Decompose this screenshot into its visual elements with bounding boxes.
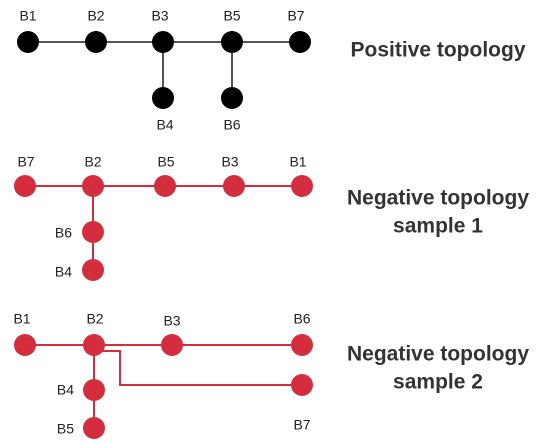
node-b7 [289,31,311,53]
panel-title-line-2: sample 2 [393,371,483,394]
node-label-b1: B1 [289,154,306,170]
node-label-b4: B4 [156,117,173,133]
node-label-b7: B7 [287,8,304,24]
node-b6 [82,221,104,243]
negative-topology-sample-2-panel: B1 B2 B3 B6 B7 B4 B5 Negative topology sample 2 [13,311,529,439]
node-b6 [291,334,313,356]
panel-title-line-1: Negative topology [347,187,529,210]
node-b2 [83,334,105,356]
node-label-b1: B1 [19,8,36,24]
node-b3 [223,175,245,197]
node-b2 [82,175,104,197]
node-label-b2: B2 [87,8,104,24]
node-label-b4: B4 [57,382,74,398]
node-b1 [291,175,313,197]
node-label-b3: B3 [163,313,180,329]
negative-topology-sample-1-panel: B7 B2 B5 B3 B1 B6 B4 Negative topology sample 1 [14,154,529,281]
node-label-b6: B6 [223,117,240,133]
node-b1 [14,334,36,356]
node-b4 [83,379,105,401]
panel-title-line-2: sample 1 [393,215,483,238]
node-b3 [161,334,183,356]
node-b3 [152,31,174,53]
node-label-b4: B4 [55,264,72,280]
panel-title-line-1: Negative topology [347,343,529,366]
node-b5 [83,417,105,439]
node-label-b7: B7 [293,417,310,433]
node-b4 [82,259,104,281]
node-label-b5: B5 [57,421,74,437]
node-label-b6: B6 [55,225,72,241]
node-b5 [221,31,243,53]
node-label-b1: B1 [13,311,30,327]
panel-title-line-1: Positive topology [350,39,525,62]
node-label-b3: B3 [151,8,168,24]
node-b2 [85,31,107,53]
node-label-b6: B6 [293,311,310,327]
node-b1 [17,31,39,53]
node-label-b7: B7 [17,154,34,170]
node-label-b5: B5 [223,8,240,24]
node-label-b2: B2 [86,311,103,327]
positive-topology-panel: B1 B2 B3 B5 B7 B4 B6 Positive topology [17,8,526,133]
node-b7 [14,175,36,197]
node-label-b5: B5 [157,154,174,170]
node-b6 [221,87,243,109]
node-label-b3: B3 [221,154,238,170]
node-b4 [152,87,174,109]
node-label-b2: B2 [84,154,101,170]
edge-b2-b7 [94,350,302,386]
node-b7 [291,374,313,396]
node-b5 [154,175,176,197]
